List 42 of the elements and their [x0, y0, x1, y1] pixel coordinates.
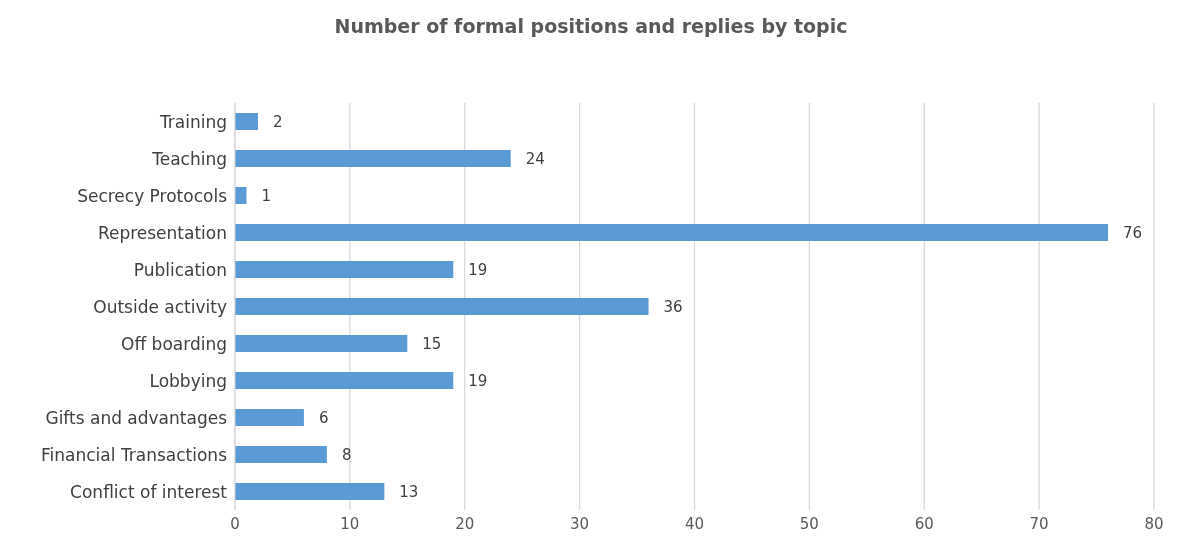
y-tick-label: Outside activity: [93, 296, 227, 317]
data-label: 2: [272, 112, 283, 131]
x-tick-label: 50: [799, 514, 819, 533]
data-label: 8: [341, 445, 352, 464]
bar: [235, 409, 304, 426]
bar: [235, 224, 1109, 241]
bar: [235, 372, 454, 389]
y-tick-label: Conflict of interest: [70, 481, 228, 502]
x-tick-label: 10: [340, 514, 360, 533]
y-tick-label: Lobbying: [149, 370, 227, 391]
bar: [235, 113, 258, 130]
y-tick-label: Gifts and advantages: [45, 407, 228, 428]
y-tick-label: Representation: [97, 222, 227, 243]
y-tick-label: Secrecy Protocols: [77, 185, 228, 206]
data-label: 19: [468, 371, 488, 390]
bar: [235, 261, 454, 278]
bar: [235, 483, 385, 500]
data-label: 24: [525, 149, 545, 168]
x-tick-label: 70: [1029, 514, 1049, 533]
bar: [235, 298, 649, 315]
x-tick-label: 0: [230, 514, 240, 533]
chart-title: Number of formal positions and replies by topic: [333, 14, 849, 39]
data-label: 13: [399, 482, 419, 501]
bar: [235, 446, 327, 463]
y-tick-label: Off boarding: [121, 333, 227, 354]
data-label: 15: [422, 334, 442, 353]
x-tick-label: 60: [914, 514, 934, 533]
data-label: 1: [261, 186, 272, 205]
bar: [235, 150, 511, 167]
x-tick-label: 20: [455, 514, 475, 533]
y-tick-label: Financial Transactions: [41, 444, 228, 465]
data-label: 36: [663, 297, 683, 316]
data-label: 76: [1123, 223, 1143, 242]
x-tick-label: 80: [1144, 514, 1164, 533]
y-tick-label: Teaching: [151, 148, 227, 169]
data-label: 6: [318, 408, 329, 427]
x-tick-label: 30: [570, 514, 590, 533]
y-tick-label: Training: [158, 111, 227, 132]
x-tick-label: 40: [684, 514, 705, 533]
bar: [235, 335, 408, 352]
y-tick-label: Publication: [133, 259, 227, 280]
data-label: 19: [468, 260, 488, 279]
